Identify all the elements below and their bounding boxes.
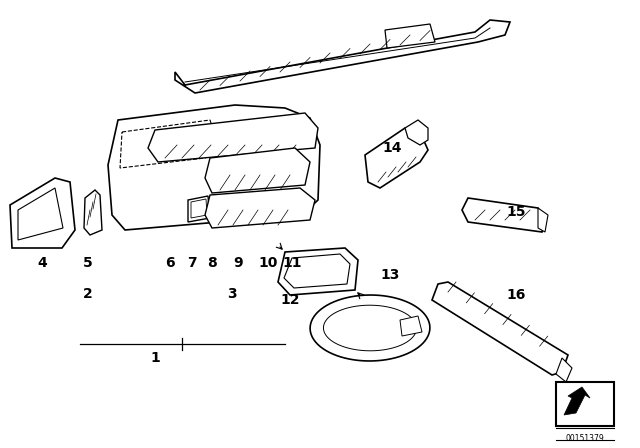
Text: 8: 8 [207, 256, 217, 270]
Text: 4: 4 [37, 256, 47, 270]
Text: 9: 9 [233, 256, 243, 270]
Text: 15: 15 [506, 205, 525, 219]
Polygon shape [538, 208, 548, 232]
Polygon shape [323, 305, 417, 351]
Text: 14: 14 [382, 141, 402, 155]
Polygon shape [432, 282, 568, 375]
Polygon shape [462, 198, 545, 232]
Polygon shape [400, 316, 422, 336]
Text: 12: 12 [280, 293, 300, 307]
Polygon shape [191, 199, 207, 218]
Polygon shape [205, 148, 310, 193]
Polygon shape [18, 188, 63, 240]
Text: 13: 13 [380, 268, 400, 282]
Bar [556, 382, 614, 426]
Polygon shape [10, 178, 75, 248]
Text: 16: 16 [506, 288, 525, 302]
Text: 11: 11 [282, 256, 301, 270]
Polygon shape [108, 105, 320, 230]
Polygon shape [205, 188, 315, 228]
Text: 7: 7 [187, 256, 197, 270]
Polygon shape [385, 24, 435, 48]
Polygon shape [175, 20, 510, 93]
Text: 6: 6 [165, 256, 175, 270]
Text: 5: 5 [83, 256, 93, 270]
Polygon shape [278, 248, 358, 295]
Polygon shape [564, 387, 590, 415]
Polygon shape [405, 120, 428, 145]
Text: 10: 10 [259, 256, 278, 270]
Polygon shape [84, 190, 102, 235]
Text: 2: 2 [83, 287, 93, 301]
Polygon shape [188, 196, 210, 222]
Polygon shape [120, 120, 218, 168]
Polygon shape [148, 113, 318, 162]
Text: 3: 3 [227, 287, 237, 301]
Polygon shape [284, 254, 350, 288]
Polygon shape [556, 358, 572, 382]
Text: 00151379: 00151379 [566, 434, 604, 443]
Polygon shape [365, 128, 428, 188]
Polygon shape [310, 295, 430, 361]
Text: 1: 1 [150, 351, 160, 365]
